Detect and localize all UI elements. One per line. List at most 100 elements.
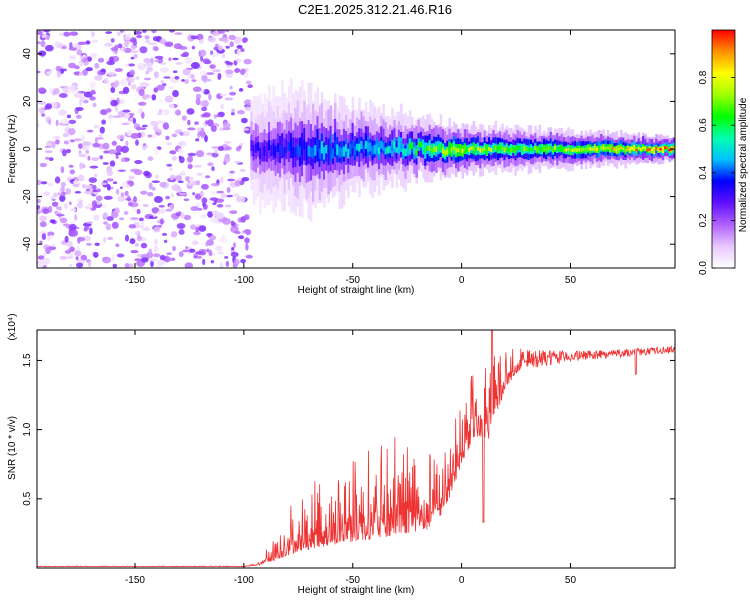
noise-blob bbox=[220, 103, 225, 110]
noise-blob bbox=[78, 154, 88, 158]
noise-blob bbox=[87, 155, 91, 161]
signal-cell bbox=[569, 148, 572, 152]
noise-blob bbox=[68, 164, 74, 168]
signal-cell bbox=[371, 146, 374, 155]
noise-blob bbox=[197, 131, 201, 139]
noise-blob bbox=[208, 249, 213, 257]
signal-cell bbox=[664, 146, 667, 149]
noise-blob bbox=[201, 197, 208, 204]
noise-blob bbox=[126, 129, 133, 136]
noise-blob bbox=[76, 262, 84, 268]
noise-blob bbox=[78, 72, 83, 77]
signal-cell bbox=[389, 145, 392, 154]
noise-blob bbox=[183, 214, 191, 221]
signal-cell bbox=[395, 147, 399, 153]
signal-cell bbox=[637, 146, 641, 150]
noise-blob bbox=[160, 218, 164, 225]
noise-blob bbox=[46, 71, 52, 76]
signal-cell bbox=[490, 147, 493, 153]
noise-blob bbox=[229, 91, 237, 96]
signal-cell bbox=[483, 146, 487, 152]
noise-blob bbox=[97, 57, 105, 63]
noise-blob bbox=[128, 263, 134, 268]
noise-blob bbox=[120, 145, 129, 153]
noise-blob bbox=[191, 79, 197, 82]
signal-cell bbox=[433, 146, 436, 152]
signal-cell bbox=[437, 144, 440, 151]
noise-blob bbox=[192, 86, 202, 92]
signal-cell bbox=[496, 146, 500, 152]
x-tick-label: -50 bbox=[346, 275, 361, 286]
noise-blob bbox=[201, 74, 208, 82]
signal-cell bbox=[342, 146, 346, 157]
noise-blob bbox=[58, 109, 67, 116]
noise-blob bbox=[131, 50, 139, 54]
noise-blob bbox=[101, 204, 107, 208]
snr-series-line bbox=[37, 330, 675, 568]
noise-blob bbox=[164, 95, 174, 103]
noise-blob bbox=[82, 69, 88, 76]
noise-blob bbox=[80, 254, 88, 261]
noise-blob bbox=[230, 220, 235, 227]
noise-blob bbox=[55, 119, 59, 127]
signal-cell bbox=[323, 146, 326, 160]
noise-blob bbox=[158, 99, 163, 103]
noise-blob bbox=[74, 191, 82, 194]
noise-blob bbox=[125, 140, 129, 147]
signal-cell bbox=[367, 142, 370, 152]
signal-cell bbox=[347, 148, 350, 159]
noise-blob bbox=[127, 202, 133, 207]
noise-blob bbox=[74, 138, 82, 142]
noise-blob bbox=[154, 147, 159, 156]
signal-cell bbox=[587, 146, 590, 150]
noise-blob bbox=[156, 112, 163, 116]
signal-cell bbox=[582, 148, 586, 151]
noise-blob bbox=[147, 134, 153, 138]
signal-cell bbox=[499, 145, 502, 151]
noise-blob bbox=[192, 192, 196, 196]
noise-blob bbox=[37, 255, 45, 260]
signal-cell bbox=[325, 145, 328, 154]
snr-frame bbox=[36, 329, 676, 569]
noise-blob bbox=[150, 120, 159, 126]
noise-blob bbox=[155, 174, 159, 179]
signal-cell bbox=[472, 146, 476, 151]
noise-blob bbox=[41, 233, 47, 241]
signal-cell bbox=[624, 149, 627, 152]
noise-blob bbox=[195, 138, 200, 142]
noise-blob bbox=[44, 156, 50, 160]
signal-cell bbox=[653, 149, 656, 152]
signal-cell bbox=[584, 147, 588, 152]
signal-cell bbox=[312, 147, 315, 159]
noise-blob bbox=[229, 41, 234, 48]
noise-blob bbox=[43, 30, 51, 33]
noise-blob bbox=[165, 195, 171, 200]
noise-blob bbox=[217, 30, 226, 34]
noise-blob bbox=[243, 58, 252, 65]
noise-blob bbox=[224, 204, 232, 208]
signal-cell bbox=[510, 147, 513, 153]
noise-blob bbox=[62, 133, 69, 138]
noise-blob bbox=[229, 210, 238, 214]
noise-blob bbox=[92, 142, 101, 148]
noise-blob bbox=[159, 38, 167, 45]
noise-blob bbox=[236, 195, 241, 203]
noise-blob bbox=[200, 190, 204, 198]
noise-blob bbox=[94, 242, 100, 246]
signal-cell bbox=[611, 146, 614, 150]
noise-blob bbox=[93, 124, 100, 129]
signal-cell bbox=[525, 146, 528, 152]
noise-blob bbox=[136, 208, 141, 215]
signal-cell bbox=[558, 146, 561, 151]
signal-cell bbox=[657, 148, 660, 152]
noise-blob bbox=[55, 65, 61, 72]
signal-cell bbox=[655, 146, 658, 150]
noise-blob bbox=[220, 193, 227, 199]
noise-blob bbox=[233, 36, 242, 44]
noise-blob bbox=[159, 254, 166, 261]
noise-blob bbox=[56, 213, 65, 217]
noise-blob bbox=[203, 80, 207, 83]
signal-cell bbox=[435, 146, 438, 152]
noise-blob bbox=[151, 30, 157, 34]
noise-blob bbox=[78, 143, 83, 150]
